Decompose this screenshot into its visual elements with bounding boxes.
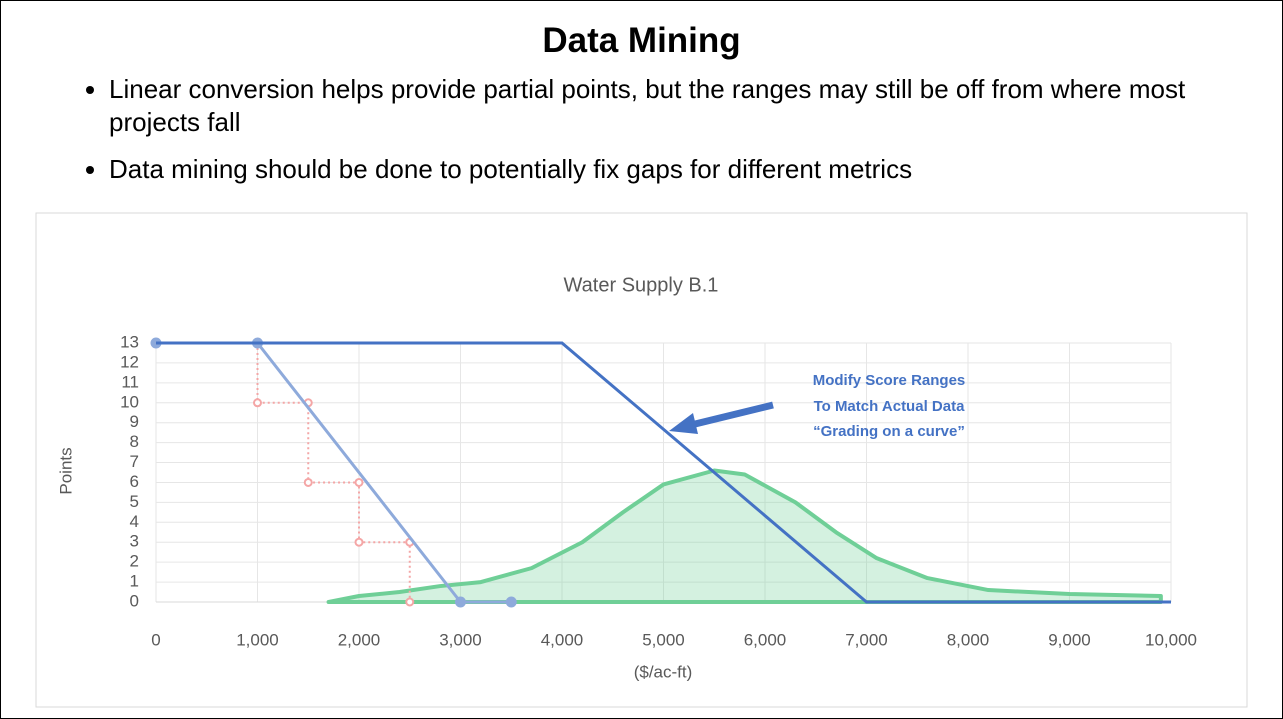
y-axis-title: Points <box>56 447 75 494</box>
x-tick-label: 7,000 <box>845 630 888 649</box>
chart-frame <box>35 212 1248 708</box>
annotation: Modify Score Ranges <box>813 372 966 389</box>
x-tick-label: 9,000 <box>1048 630 1091 649</box>
point <box>354 477 364 487</box>
y-tick-label: 3 <box>130 532 139 551</box>
bullet: Linear conversion helps provide partial … <box>109 73 1259 139</box>
x-tick-label: 5,000 <box>642 630 685 649</box>
point <box>505 596 517 608</box>
y-tick-label: 9 <box>130 412 139 431</box>
x-tick-label: 10,000 <box>1145 630 1197 649</box>
bullet-list: Linear conversion helps provide partial … <box>81 73 1259 200</box>
point <box>354 537 364 547</box>
x-tick-label: 1,000 <box>236 630 279 649</box>
slide-title: Data Mining <box>542 21 741 60</box>
score-line <box>156 341 1171 604</box>
point <box>455 596 466 608</box>
bullet: Data mining should be done to potentiall… <box>109 153 1259 186</box>
y-tick-label: 1 <box>130 572 139 591</box>
y-tick-label: 13 <box>120 332 139 351</box>
x-tick-label: 3,000 <box>439 630 482 649</box>
x-tick-label: 0 <box>151 630 160 649</box>
chart-title: Water Supply B.1 <box>564 274 719 296</box>
point <box>253 398 262 408</box>
y-tick-label: 7 <box>130 452 139 471</box>
annotation: “Grading on a curve” <box>813 423 965 440</box>
point <box>303 477 313 487</box>
x-tick-label: 8,000 <box>947 630 990 649</box>
x-tick-label: 4,000 <box>541 630 584 649</box>
x-tick-label: 2,000 <box>338 630 381 649</box>
x-axis-title: ($/ac-ft) <box>634 662 693 681</box>
x-tick-label: 6,000 <box>744 630 787 649</box>
y-tick-label: 0 <box>130 591 139 610</box>
y-tick-label: 6 <box>130 472 139 491</box>
y-tick-label: 10 <box>120 392 139 411</box>
y-tick-label: 11 <box>121 372 139 391</box>
arrow-head <box>669 413 698 434</box>
arrow-shaft <box>690 401 774 429</box>
point <box>405 597 415 607</box>
y-tick-label: 5 <box>130 492 139 511</box>
y-tick-label: 8 <box>130 432 139 451</box>
annotation: To Match Actual Data <box>814 398 966 415</box>
score-line <box>256 343 411 602</box>
score-line <box>156 341 512 604</box>
y-tick-label: 2 <box>130 552 139 571</box>
y-tick-label: 4 <box>130 512 139 531</box>
y-tick-label: 12 <box>120 352 139 371</box>
